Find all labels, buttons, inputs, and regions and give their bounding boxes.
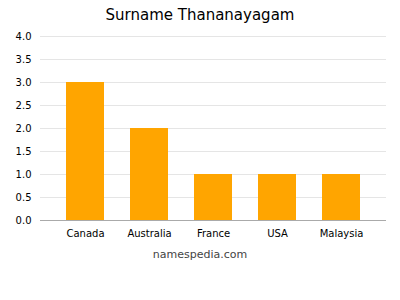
svg-text:France: France (197, 228, 230, 239)
svg-text:3.5: 3.5 (16, 54, 32, 65)
svg-text:3.0: 3.0 (16, 77, 32, 88)
svg-text:4.0: 4.0 (16, 31, 32, 42)
svg-text:Canada: Canada (66, 228, 104, 239)
svg-text:2.0: 2.0 (16, 123, 32, 134)
svg-text:1.0: 1.0 (16, 169, 32, 180)
svg-text:0.0: 0.0 (16, 215, 32, 226)
svg-text:Australia: Australia (127, 228, 171, 239)
svg-text:0.5: 0.5 (16, 192, 32, 203)
svg-text:1.5: 1.5 (16, 146, 32, 157)
svg-text:Malaysia: Malaysia (320, 228, 364, 239)
svg-text:2.5: 2.5 (16, 100, 32, 111)
html-text:namespedia.com: namespedia.com (152, 248, 248, 261)
html-text:Surname Thananayagam: Surname Thananayagam (105, 6, 295, 24)
svg-text:USA: USA (267, 228, 288, 239)
